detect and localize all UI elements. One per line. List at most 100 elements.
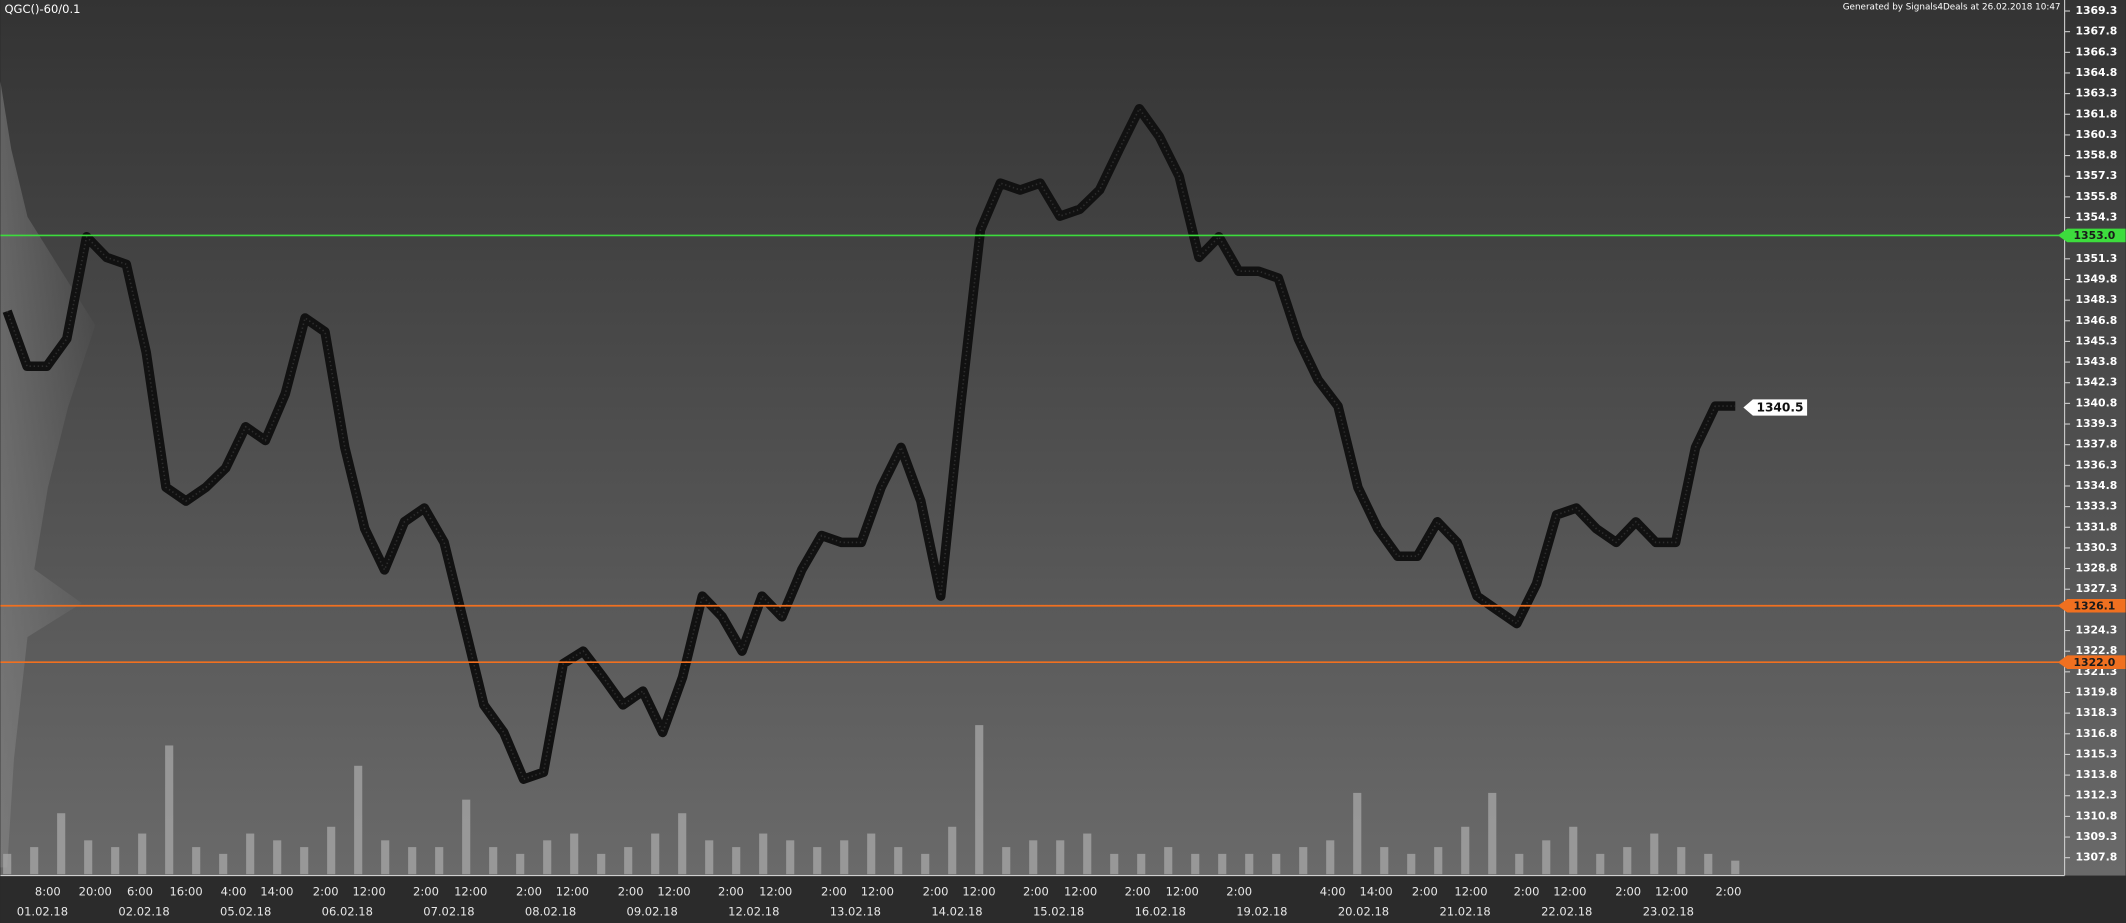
x-time-label: 4:00 — [1320, 884, 1346, 898]
x-time-label: 2:00 — [1125, 884, 1151, 898]
x-time-label: 12:00 — [1454, 884, 1487, 898]
volume-bar — [354, 765, 363, 875]
x-time-label: 2:00 — [923, 884, 949, 898]
x-time-label: 12:00 — [352, 884, 385, 898]
volume-bar — [381, 840, 390, 875]
volume-bar — [867, 833, 876, 875]
x-date-label: 05.02.18 — [220, 905, 271, 919]
volume-bar — [597, 853, 606, 875]
x-date-label: 07.02.18 — [423, 905, 474, 919]
x-date-label: 19.02.18 — [1236, 905, 1287, 919]
volume-bar — [1218, 853, 1227, 875]
x-date-label: 01.02.18 — [17, 905, 68, 919]
volume-bar — [921, 853, 930, 875]
volume-bar — [1326, 840, 1335, 875]
volume-bar — [732, 847, 741, 875]
x-date-label: 20.02.18 — [1338, 905, 1389, 919]
volume-bar — [165, 745, 174, 875]
volume-bar — [1677, 847, 1686, 875]
volume-bar — [624, 847, 633, 875]
x-time-label: 12:00 — [1064, 884, 1097, 898]
y-tick-label: 1366.3 — [2075, 45, 2117, 58]
volume-profile — [0, 81, 96, 868]
x-date-label: 08.02.18 — [525, 905, 576, 919]
x-date-label: 16.02.18 — [1135, 905, 1186, 919]
x-date-label: 02.02.18 — [118, 905, 169, 919]
y-tick-label: 1342.3 — [2075, 376, 2117, 389]
level-marker — [2057, 228, 2126, 243]
y-tick-label: 1358.8 — [2075, 149, 2117, 162]
y-tick-label: 1313.8 — [2075, 768, 2117, 781]
volume-bar — [894, 847, 903, 875]
volume-bar — [759, 833, 768, 875]
y-tick-label: 1310.8 — [2075, 809, 2117, 822]
volume-bar — [678, 813, 687, 875]
y-tick-label: 1348.3 — [2075, 293, 2117, 306]
x-date-label: 13.02.18 — [830, 905, 881, 919]
y-tick-label: 1360.3 — [2075, 128, 2117, 141]
y-tick-label: 1343.8 — [2075, 355, 2117, 368]
x-time-label: 4:00 — [221, 884, 247, 898]
y-tick-label: 1331.8 — [2075, 520, 2117, 533]
volume-bar — [1623, 847, 1632, 875]
y-tick-label: 1316.8 — [2075, 727, 2117, 740]
y-tick-label: 1327.3 — [2075, 582, 2117, 595]
y-tick-label: 1369.3 — [2075, 4, 2117, 17]
volume-bar — [111, 847, 120, 875]
volume-bar — [138, 833, 147, 875]
volume-bar — [3, 853, 12, 875]
volume-bar — [1731, 860, 1740, 875]
level-label: 1322.0 — [2074, 656, 2116, 669]
volume-bar — [1299, 847, 1308, 875]
x-date-label: 23.02.18 — [1643, 905, 1694, 919]
y-tick-label: 1336.3 — [2075, 458, 2117, 471]
x-time-label: 6:00 — [127, 884, 153, 898]
x-date-label: 06.02.18 — [322, 905, 373, 919]
x-time-label: 2:00 — [718, 884, 744, 898]
y-tick-label: 1364.8 — [2075, 66, 2117, 79]
x-time-label: 12:00 — [962, 884, 995, 898]
y-tick-label: 1345.3 — [2075, 334, 2117, 347]
y-tick-label: 1334.8 — [2075, 479, 2117, 492]
x-time-label: 12:00 — [861, 884, 894, 898]
y-tick-label: 1349.8 — [2075, 272, 2117, 285]
volume-bar — [1353, 792, 1362, 875]
volume-bar — [1380, 847, 1389, 875]
y-tick-label: 1357.3 — [2075, 169, 2117, 182]
y-tick-label: 1312.3 — [2075, 789, 2117, 802]
x-time-label: 20:00 — [79, 884, 112, 898]
volume-bar — [543, 840, 552, 875]
y-tick-label: 1354.3 — [2075, 211, 2117, 224]
x-time-label: 2:00 — [1716, 884, 1742, 898]
volume-bar — [948, 826, 957, 875]
volume-bar — [705, 840, 714, 875]
y-tick-label: 1328.8 — [2075, 562, 2117, 575]
volume-bar — [300, 847, 309, 875]
y-tick-label: 1315.3 — [2075, 747, 2117, 760]
price-axis-area — [2064, 0, 2126, 876]
x-time-label: 12:00 — [1655, 884, 1688, 898]
volume-bar — [1272, 853, 1281, 875]
x-time-label: 2:00 — [313, 884, 339, 898]
x-date-label: 21.02.18 — [1439, 905, 1490, 919]
y-tick-label: 1322.8 — [2075, 644, 2117, 657]
volume-bar — [1407, 853, 1416, 875]
x-date-label: 12.02.18 — [728, 905, 779, 919]
x-time-label: 2:00 — [413, 884, 439, 898]
volume-bar — [840, 840, 849, 875]
x-time-label: 12:00 — [1166, 884, 1199, 898]
x-time-label: 12:00 — [556, 884, 589, 898]
level-marker — [2057, 655, 2126, 669]
generated-note: Generated by Signals4Deals at 26.02.2018… — [1843, 2, 2061, 12]
volume-bar — [1245, 853, 1254, 875]
volume-bar — [1083, 833, 1092, 875]
y-tick-label: 1309.3 — [2075, 830, 2117, 843]
level-label: 1353.0 — [2074, 229, 2116, 242]
volume-bar — [786, 840, 795, 875]
y-tick-label: 1367.8 — [2075, 25, 2117, 38]
x-time-label: 8:00 — [35, 884, 61, 898]
last-price-marker — [1743, 399, 1808, 416]
volume-bar — [435, 847, 444, 875]
